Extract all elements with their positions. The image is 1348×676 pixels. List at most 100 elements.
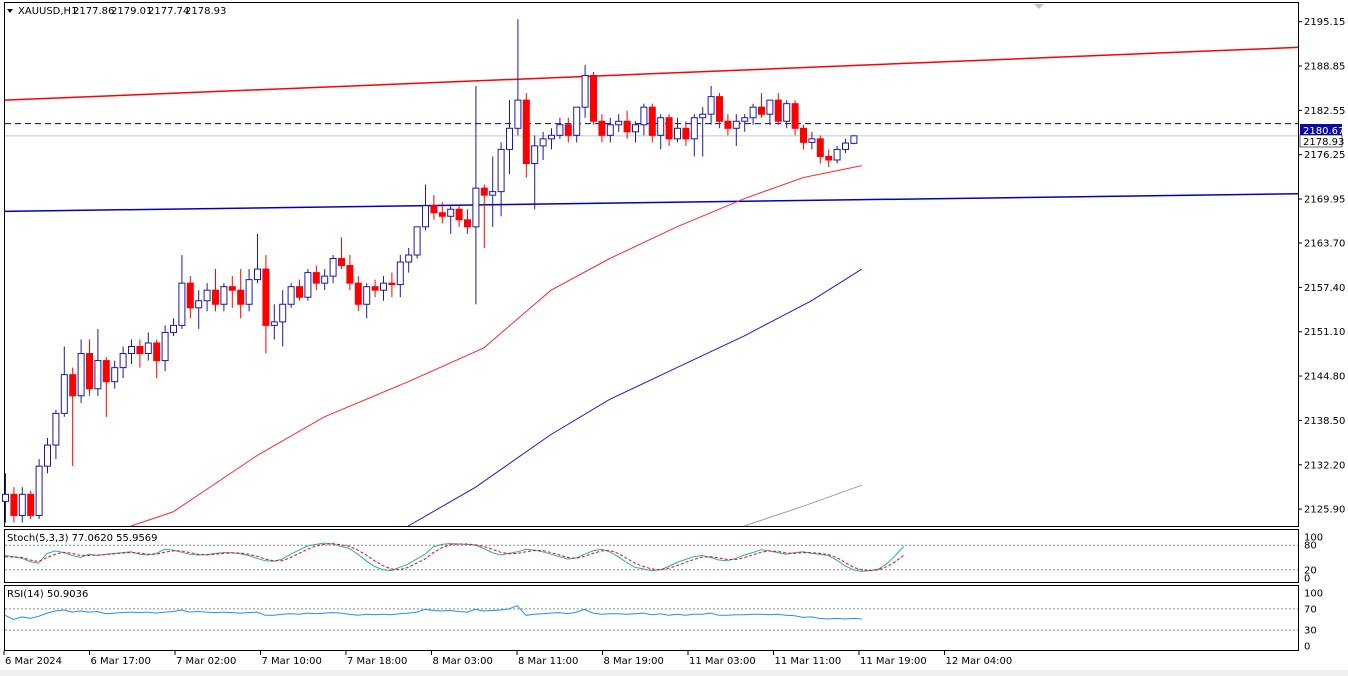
candle-body (455, 208, 463, 221)
candle (774, 93, 782, 125)
price-axis[interactable]: 2195.15 2188.85 2182.55 2176.25 2169.95 2163.… (1298, 17, 1345, 516)
price-tick-label: 2169.95 (1304, 195, 1345, 206)
candle-body (161, 331, 169, 362)
candle-body (497, 148, 505, 193)
candle-body (623, 120, 631, 133)
candle-body (707, 96, 715, 115)
candle-body (304, 272, 312, 298)
stoch-pane-frame (4, 529, 1299, 583)
candle (228, 276, 236, 308)
candle-body (464, 219, 471, 228)
price-tick-label: 2157.40 (1304, 283, 1345, 294)
candle-body (287, 286, 295, 305)
candle (556, 117, 564, 139)
scroll-marker-icon[interactable] (1034, 4, 1044, 9)
ohlc-high: 2179.01 (111, 6, 152, 17)
time-tick-label: 11 Mar 19:00 (860, 656, 927, 667)
price-tick-label: 2125.90 (1304, 505, 1345, 516)
rsi-line (4, 605, 862, 621)
candle (732, 114, 740, 146)
candle-body (27, 493, 35, 516)
candle (573, 106, 581, 143)
time-tick-label: 11 Mar 11:00 (775, 656, 842, 667)
candle (758, 93, 765, 118)
candle-body (228, 286, 236, 291)
candle-body (522, 99, 530, 164)
candle-body (430, 205, 438, 214)
candle (270, 304, 278, 340)
time-tick-label: 7 Mar 02:00 (176, 656, 236, 667)
candle-body (833, 148, 841, 161)
price-tick-label: 2163.70 (1304, 239, 1345, 250)
time-tick-label: 7 Mar 10:00 (262, 656, 322, 667)
candle-body (438, 212, 446, 217)
candle (699, 107, 707, 157)
candle-body (170, 324, 177, 333)
candle-body (825, 155, 833, 161)
candle (800, 124, 807, 150)
candle-body (354, 282, 362, 305)
candle-body (153, 342, 161, 362)
candle (539, 131, 547, 160)
price-tick-label: 2188.85 (1304, 61, 1345, 72)
candle-body (489, 191, 497, 196)
candle (287, 283, 295, 308)
candle-body (60, 374, 68, 414)
candle (632, 121, 639, 143)
price-tick-label: 2182.55 (1304, 106, 1345, 117)
candle (102, 357, 110, 417)
candle (245, 269, 253, 312)
moving-average-gray (744, 484, 862, 527)
candle (447, 205, 455, 234)
candle (749, 103, 757, 125)
candle-body (539, 138, 547, 147)
candle (18, 487, 26, 523)
candle-body (590, 75, 597, 122)
candle (455, 205, 463, 227)
candle-body (783, 103, 791, 122)
candle-body (186, 282, 194, 309)
bid-badge (1299, 134, 1343, 148)
bottom-scrollbar[interactable] (0, 670, 1348, 676)
candle-body (329, 258, 337, 277)
candle-body (69, 374, 77, 397)
candle-body (413, 226, 421, 256)
symbol-label: XAUUSD,H1 (18, 6, 77, 17)
candle-body (144, 342, 152, 355)
candle-body (690, 117, 698, 140)
candle (170, 318, 177, 336)
candle (648, 103, 656, 143)
candle (363, 283, 371, 319)
candle (850, 135, 858, 145)
candle (44, 438, 51, 474)
candle-body (220, 286, 228, 305)
candle (346, 254, 354, 291)
candle (791, 100, 799, 136)
candle (296, 279, 303, 301)
candle-body (237, 289, 245, 305)
candle (581, 64, 589, 118)
candle-body (102, 360, 110, 383)
time-axis[interactable]: 6 Mar 2024 6 Mar 17:00 7 Mar 02:00 7 Mar 10… (3, 651, 1012, 667)
candle (606, 117, 614, 143)
bid-badge-text: 2178.93 (1303, 137, 1344, 148)
candle (766, 99, 774, 125)
candle-body (296, 286, 303, 298)
candle (430, 195, 438, 220)
candle (329, 254, 337, 284)
candle (422, 184, 429, 231)
candle (682, 121, 690, 146)
time-tick-label: 7 Mar 18:00 (347, 656, 407, 667)
menu-triangle-icon[interactable] (7, 9, 13, 13)
candle-body (615, 120, 623, 126)
candle (338, 237, 345, 270)
candle-body (850, 135, 858, 144)
candle-body (405, 254, 413, 263)
stoch-axis-label: 80 (1304, 541, 1317, 552)
time-tick-label: 8 Mar 11:00 (518, 656, 578, 667)
candle-body (10, 493, 18, 516)
candle (590, 71, 597, 125)
price-tick-label: 2144.80 (1304, 372, 1345, 383)
candle (195, 290, 203, 329)
candle-body (564, 124, 572, 136)
